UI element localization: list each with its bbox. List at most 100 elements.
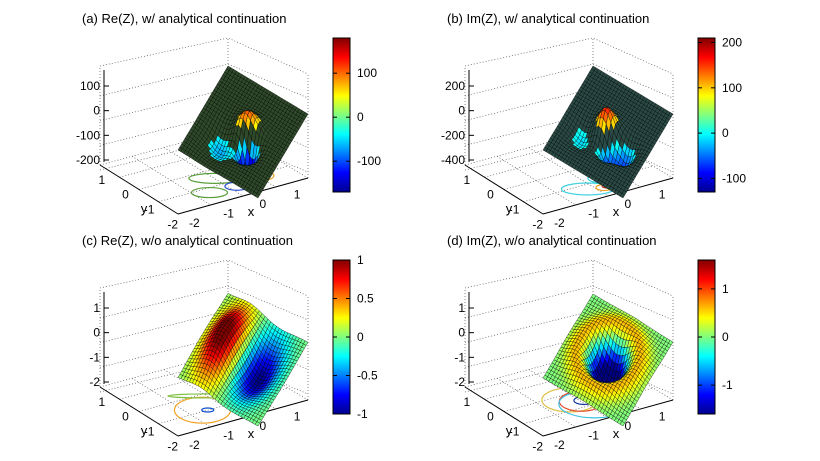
top-grid-edges [99, 37, 309, 75]
y-axis-line [99, 164, 179, 215]
z-tick-label: -200 [441, 128, 465, 142]
y-tick-label: 0 [487, 188, 494, 202]
colorbar [697, 37, 716, 193]
colorbar-tick-label: -100 [357, 154, 381, 168]
z-tick-label: -2 [454, 375, 465, 389]
x-tick-label: 1 [294, 188, 301, 202]
y-tick-label: 0 [122, 410, 129, 424]
y-tick-label: 1 [463, 395, 470, 409]
surface-mesh [177, 293, 309, 427]
y-axis-line [464, 386, 544, 437]
colorbar-tick-label: 100 [357, 66, 377, 80]
surface-patch [619, 421, 626, 427]
surface-patch [254, 421, 261, 427]
surface-mesh [177, 65, 309, 199]
z-tick-label: -200 [76, 153, 100, 167]
wall-grid-line [464, 137, 674, 173]
colorbar-tick-label: 0 [722, 126, 729, 140]
x-tick-label: -1 [588, 429, 599, 443]
surface-patch [619, 193, 626, 199]
wall-grid-line [464, 63, 674, 99]
colorbar-tick-label: 100 [722, 81, 742, 95]
x-axis-line [542, 177, 674, 215]
colorbar-tick-label: 0 [357, 110, 364, 124]
y-axis-label: y [141, 423, 148, 438]
x-tick-label: -2 [554, 438, 565, 452]
wall-grid-line [99, 285, 309, 321]
contour-line [190, 186, 229, 199]
x-tick-label: 0 [259, 419, 266, 433]
x-tick-label: -2 [189, 438, 200, 452]
chart-title: (c) Re(Z), w/o analytical continuation [82, 233, 293, 248]
chart-title: (d) Im(Z), w/o analytical continuation [447, 233, 657, 248]
x-tick-label: -1 [588, 207, 599, 221]
z-tick-label: 1 [458, 301, 465, 315]
x-axis-line [177, 177, 309, 215]
contour-line [201, 407, 215, 413]
z-tick-label: -2 [89, 375, 100, 389]
colorbar-tick-label: 0 [357, 330, 364, 344]
y-axis-label: y [141, 201, 148, 216]
x-tick-label: 0 [624, 419, 631, 433]
colorbar-tick-label: 1 [357, 253, 364, 267]
y-tick-label: 0 [487, 410, 494, 424]
top-grid-edges [99, 259, 309, 297]
colorbar-tick-label: 0.5 [357, 292, 374, 306]
colorbar-tick-label: 200 [722, 36, 742, 50]
y-tick-label: 1 [98, 173, 105, 187]
chart-panel-2: (b) Im(Z), w/ analytical continuation 200… [441, 11, 746, 231]
x-tick-label: -1 [223, 429, 234, 443]
floor-grid-line [496, 155, 576, 206]
colorbar-tick-label: 1 [722, 282, 729, 296]
y-tick-label: 0 [122, 188, 129, 202]
floor-grid-line [131, 155, 211, 206]
y-tick-label: -2 [167, 439, 178, 453]
y-axis-label: y [506, 201, 513, 216]
y-tick-label: -2 [167, 217, 178, 231]
z-tick-label: 100 [80, 79, 100, 93]
z-tick-label: 0 [458, 104, 465, 118]
floor-grid-line [528, 147, 609, 197]
floor-grid-line [496, 377, 576, 428]
z-tick-label: 0 [93, 104, 100, 118]
colorbar-tick-label: 0 [722, 330, 729, 344]
y-tick-label: -1 [509, 203, 520, 217]
x-tick-label: -2 [554, 216, 565, 230]
y-tick-label: -1 [144, 425, 155, 439]
top-grid-edges [464, 259, 674, 297]
floor-grid-line [163, 369, 244, 419]
colorbar-tick-label: -0.5 [357, 369, 378, 383]
surface-mesh [542, 65, 674, 199]
y-axis-line [464, 164, 544, 215]
x-axis-line [542, 399, 674, 437]
x-axis-label: x [613, 426, 620, 441]
y-tick-label: -2 [532, 217, 543, 231]
z-tick-label: 1 [93, 301, 100, 315]
colorbar-tick-label: -1 [722, 378, 733, 392]
top-grid-edges [464, 37, 674, 75]
z-tick-label: -1 [454, 350, 465, 364]
x-tick-label: 1 [659, 188, 666, 202]
x-axis-label: x [613, 204, 620, 219]
x-axis-label: x [248, 426, 255, 441]
x-tick-label: 1 [659, 410, 666, 424]
y-tick-label: -1 [509, 425, 520, 439]
x-tick-label: -1 [223, 207, 234, 221]
floor-grid-line [528, 369, 609, 419]
x-axis-label: x [248, 204, 255, 219]
wall-grid-line [99, 137, 309, 173]
floor-grid-line [163, 147, 244, 197]
z-tick-label: 0 [93, 326, 100, 340]
wall-grid-line [464, 285, 674, 321]
x-tick-label: 0 [624, 197, 631, 211]
x-tick-label: 1 [294, 410, 301, 424]
z-tick-label: 200 [445, 79, 465, 93]
chart-panel-1: (a) Re(Z), w/ analytical continuation100… [76, 11, 381, 231]
y-tick-label: 1 [98, 395, 105, 409]
chart-panel-3: (c) Re(Z), w/o analytical continuation 1 0… [82, 233, 378, 453]
y-tick-label: -1 [144, 203, 155, 217]
z-tick-label: 0 [458, 326, 465, 340]
colorbar [332, 37, 351, 193]
x-tick-label: -2 [189, 216, 200, 230]
